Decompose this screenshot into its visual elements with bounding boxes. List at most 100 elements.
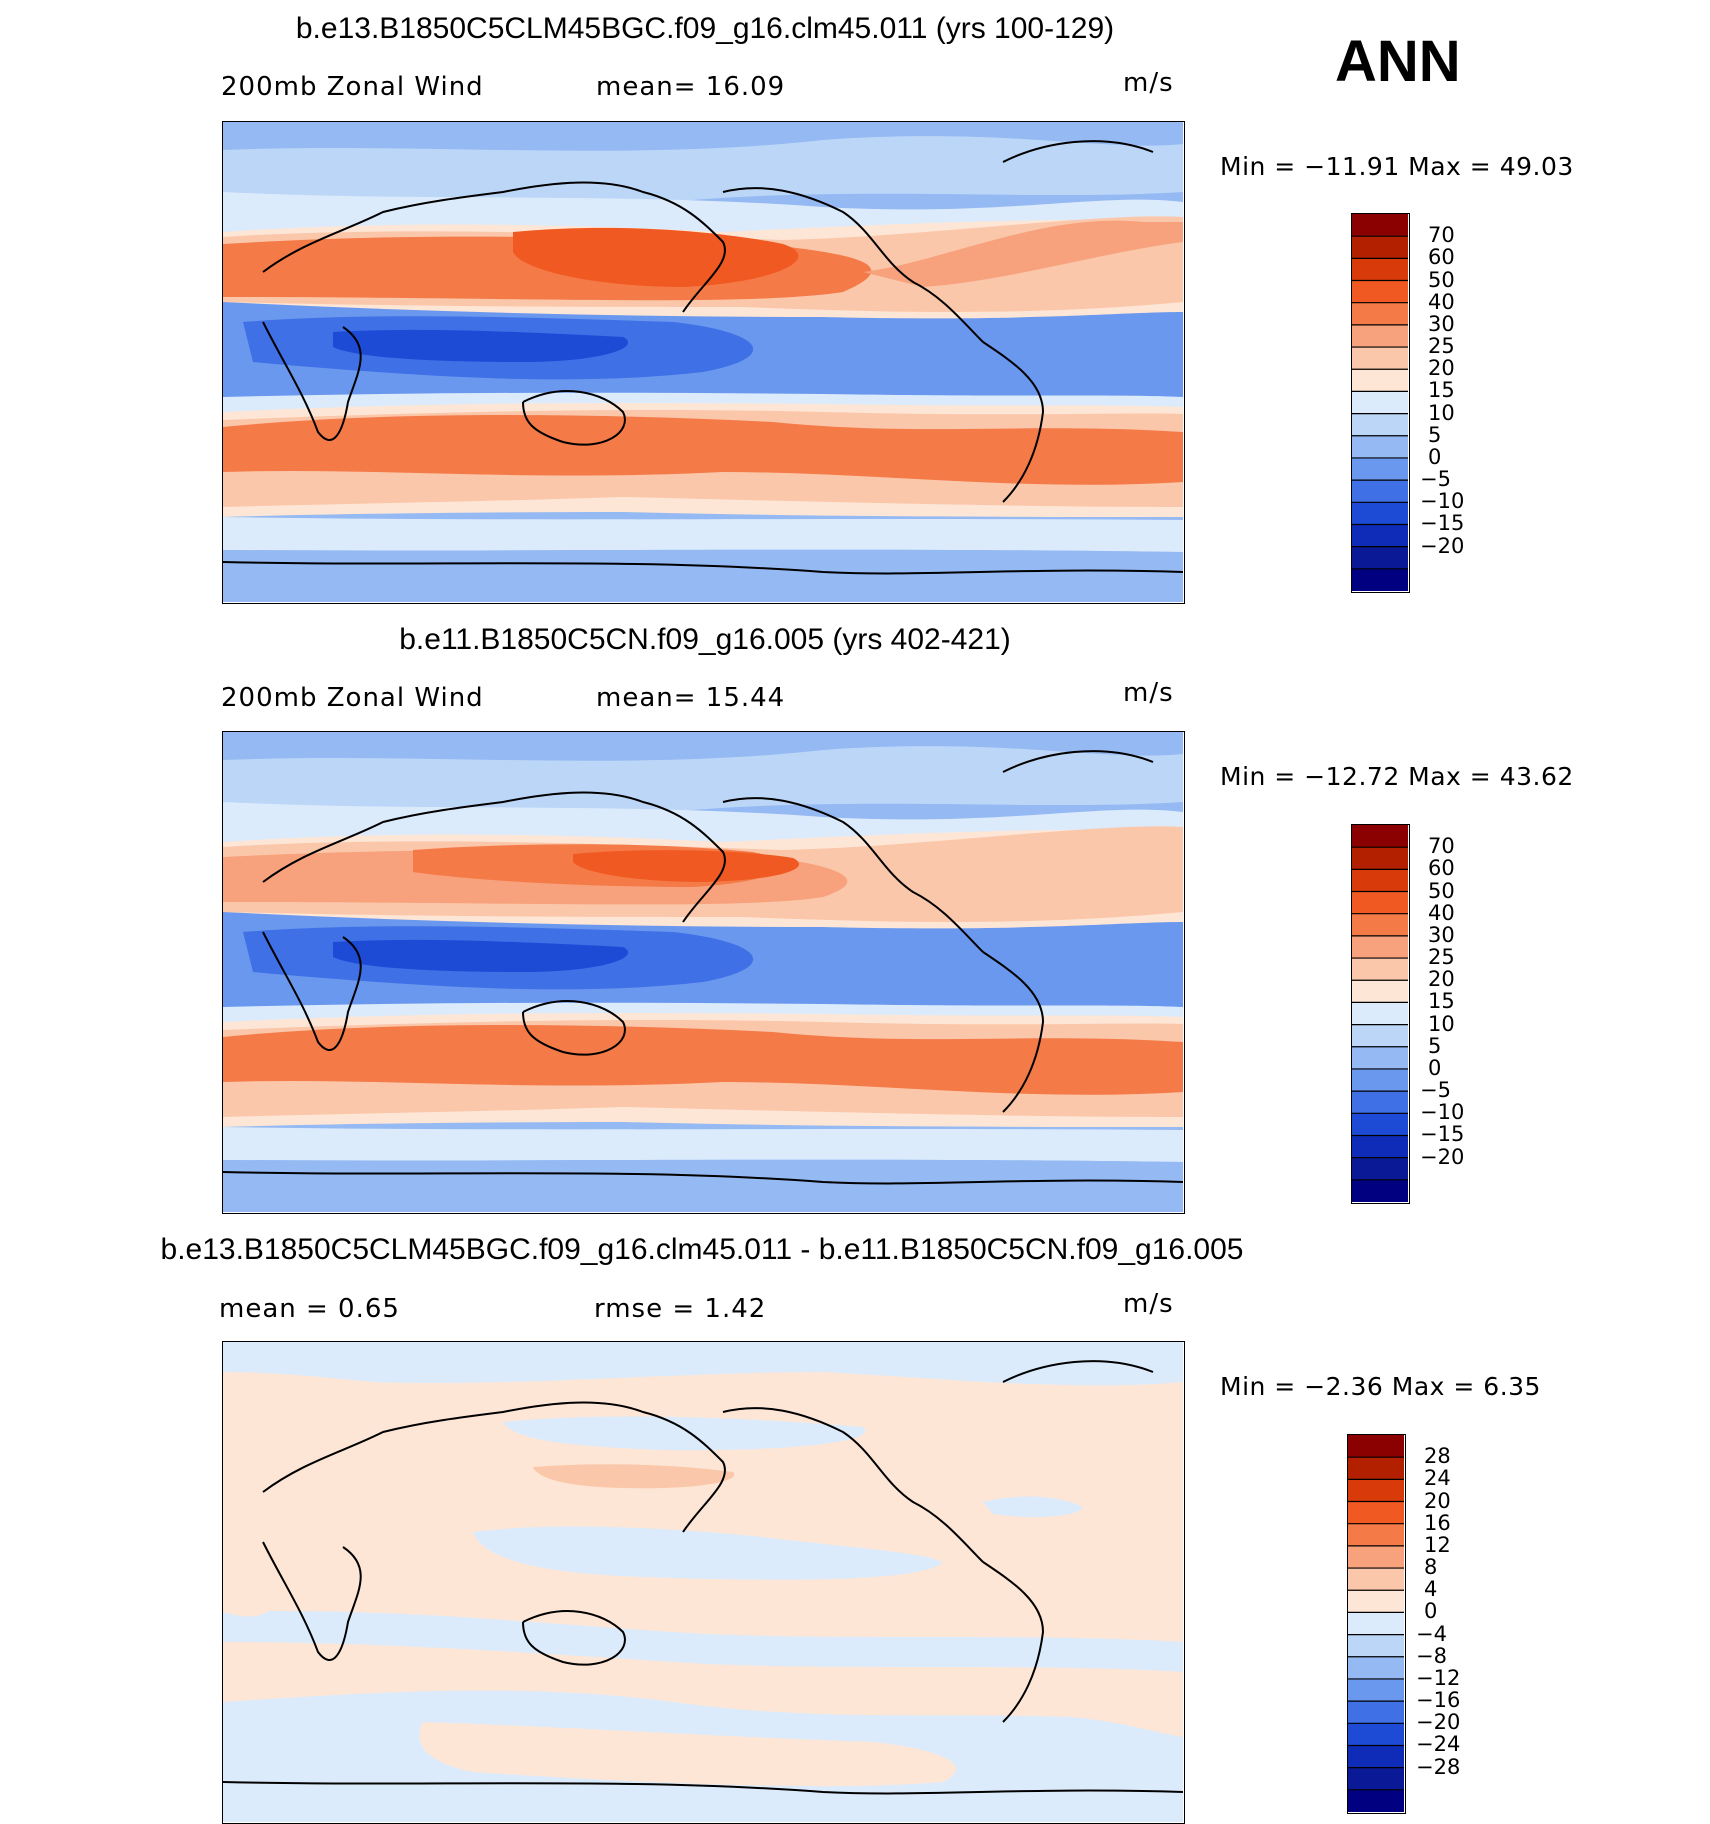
colorbar-tick-label: 10: [1428, 1011, 1455, 1036]
colorbar-swatch: [1348, 1568, 1404, 1591]
colorbar-tick-label: 5: [1428, 422, 1442, 447]
colorbar-swatch: [1352, 1135, 1408, 1159]
colorbar-tick-label: −5: [1420, 1078, 1451, 1103]
colorbar-swatch: [1352, 302, 1408, 326]
panel1-field-label: 200mb Zonal Wind: [221, 72, 484, 102]
panel2-units: m/s: [1123, 678, 1174, 708]
panel2-colorbar: [1351, 824, 1410, 1204]
colorbar-tick-label: 40: [1428, 289, 1455, 314]
colorbar-swatch: [1348, 1523, 1404, 1547]
colorbar-tick-label: −10: [1420, 489, 1465, 514]
colorbar-swatch: [1348, 1656, 1404, 1680]
panel1-colorbar-swatches: [1352, 214, 1408, 591]
colorbar-tick-label: 28: [1424, 1444, 1451, 1469]
colorbar-swatch: [1352, 546, 1408, 570]
colorbar-tick-label: −28: [1416, 1754, 1461, 1779]
colorbar-tick-label: 15: [1428, 989, 1455, 1014]
colorbar-tick-label: −20: [1420, 533, 1465, 558]
colorbar-tick-label: 70: [1428, 834, 1455, 859]
panel2-mean-label: mean= 15.44: [596, 683, 786, 713]
colorbar-tick-label: 15: [1428, 378, 1455, 403]
colorbar-tick-label: 10: [1428, 400, 1455, 425]
panel1-map: [222, 121, 1185, 604]
panel2-colorbar-ticks: 70 60 50 40 30 25 20 15 10 5 0 −5 −10 −15 −20: [1420, 824, 1500, 1204]
colorbar-swatch: [1348, 1435, 1404, 1458]
colorbar-tick-label: 0: [1428, 444, 1442, 469]
panel2-map: [222, 731, 1185, 1214]
panel3-mean-label: mean = 0.65: [219, 1294, 400, 1324]
colorbar-swatch: [1352, 958, 1408, 981]
colorbar-swatch: [1352, 347, 1408, 370]
panel2-colorbar-swatches: [1352, 825, 1408, 1202]
colorbar-swatch: [1348, 1634, 1404, 1658]
colorbar-tick-label: 50: [1428, 878, 1455, 903]
panel1-mean-label: mean= 16.09: [596, 72, 786, 102]
panel3-minmax: Min = −2.36 Max = 6.35: [1220, 1372, 1541, 1401]
colorbar-swatch: [1348, 1701, 1404, 1724]
colorbar-tick-label: 60: [1428, 856, 1455, 881]
colorbar-swatch: [1348, 1723, 1404, 1746]
colorbar-swatch: [1352, 825, 1408, 848]
colorbar-tick-label: −15: [1420, 511, 1465, 536]
panel3-colorbar: [1347, 1434, 1406, 1814]
panel1-units: m/s: [1123, 68, 1174, 98]
colorbar-tick-label: 60: [1428, 245, 1455, 270]
colorbar-tick-label: 20: [1424, 1488, 1451, 1513]
colorbar-tick-label: 20: [1428, 356, 1455, 381]
panel1-title: b.e13.B1850C5CLM45BGC.f09_g16.clm45.011 …: [295, 12, 1115, 45]
colorbar-tick-label: −15: [1420, 1122, 1465, 1147]
panel3-rmse-label: rmse = 1.42: [594, 1294, 767, 1324]
colorbar-swatch: [1352, 524, 1408, 548]
colorbar-tick-label: 24: [1424, 1466, 1451, 1491]
colorbar-tick-label: 5: [1428, 1033, 1442, 1058]
colorbar-swatch: [1352, 1091, 1408, 1114]
colorbar-tick-label: 0: [1428, 1055, 1442, 1080]
colorbar-swatch: [1352, 568, 1408, 591]
season-label: ANN: [1335, 29, 1461, 94]
colorbar-swatch: [1352, 869, 1408, 893]
colorbar-swatch: [1348, 1745, 1404, 1769]
colorbar-swatch: [1348, 1545, 1404, 1569]
colorbar-tick-label: −24: [1416, 1732, 1461, 1757]
colorbar-swatch: [1348, 1767, 1404, 1791]
colorbar-tick-label: −4: [1416, 1621, 1447, 1646]
colorbar-tick-label: 12: [1424, 1532, 1451, 1557]
panel2-title: b.e11.B1850C5CN.f09_g16.005 (yrs 402-421…: [399, 623, 1011, 656]
colorbar-tick-label: 4: [1424, 1577, 1438, 1602]
colorbar-tick-label: 40: [1428, 900, 1455, 925]
colorbar-tick-label: −16: [1416, 1688, 1461, 1713]
colorbar-tick-label: 30: [1428, 922, 1455, 947]
colorbar-swatch: [1348, 1612, 1404, 1636]
colorbar-swatch: [1352, 413, 1408, 437]
panel3-map: [222, 1341, 1185, 1824]
colorbar-tick-label: −10: [1420, 1100, 1465, 1125]
colorbar-swatch: [1352, 391, 1408, 415]
colorbar-tick-label: 30: [1428, 311, 1455, 336]
colorbar-tick-label: 0: [1424, 1599, 1438, 1624]
colorbar-tick-label: 25: [1428, 334, 1455, 359]
colorbar-tick-label: 70: [1428, 223, 1455, 248]
colorbar-tick-label: −5: [1420, 467, 1451, 492]
colorbar-tick-label: −8: [1416, 1643, 1447, 1668]
colorbar-tick-label: 25: [1428, 945, 1455, 970]
colorbar-swatch: [1352, 1157, 1408, 1181]
colorbar-swatch: [1352, 980, 1408, 1003]
colorbar-swatch: [1352, 1068, 1408, 1092]
colorbar-tick-label: 20: [1428, 967, 1455, 992]
colorbar-swatch: [1352, 935, 1408, 959]
colorbar-swatch: [1348, 1789, 1404, 1812]
panel1-colorbar-ticks: 70 60 50 40 30 25 20 15 10 5 0 −5 −10 −15 −20: [1420, 213, 1500, 593]
colorbar-swatch: [1352, 847, 1408, 870]
colorbar-swatch: [1352, 214, 1408, 237]
colorbar-swatch: [1352, 1046, 1408, 1070]
colorbar-swatch: [1352, 280, 1408, 304]
colorbar-swatch: [1352, 1002, 1408, 1026]
colorbar-swatch: [1352, 891, 1408, 915]
colorbar-swatch: [1348, 1479, 1404, 1503]
panel1-contour-field: [223, 122, 1183, 602]
colorbar-tick-label: 50: [1428, 267, 1455, 292]
colorbar-swatch: [1348, 1590, 1404, 1613]
colorbar-swatch: [1352, 236, 1408, 259]
colorbar-swatch: [1348, 1457, 1404, 1480]
colorbar-swatch: [1352, 1113, 1408, 1136]
